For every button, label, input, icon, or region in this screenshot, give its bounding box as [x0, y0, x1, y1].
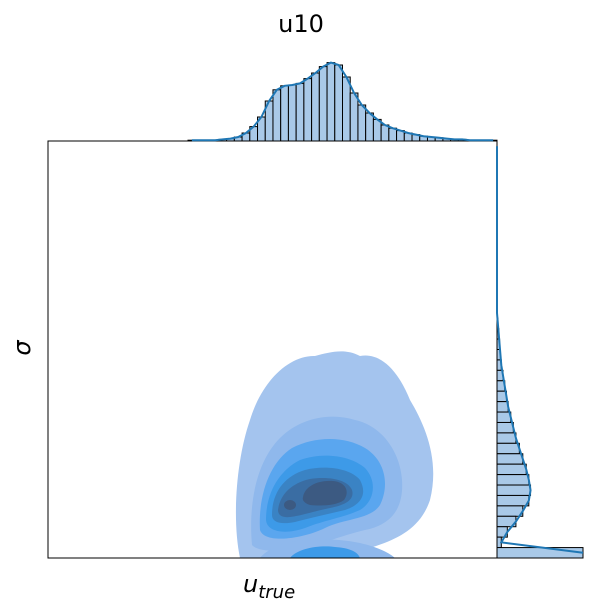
histogram-bar: [496, 463, 527, 476]
x-label-base: u: [243, 570, 258, 598]
histogram-bar: [303, 78, 313, 142]
histogram-bar: [496, 401, 509, 413]
chart-title: u10: [278, 10, 324, 38]
histogram-bar: [496, 547, 584, 559]
histogram-bar: [496, 432, 517, 444]
histogram-bar: [496, 411, 512, 423]
histogram-bar: [280, 85, 289, 142]
histogram-bar: [334, 64, 343, 142]
histogram-bar: [496, 505, 524, 517]
x-label-subscript: true: [258, 582, 295, 603]
histogram-bar: [380, 124, 390, 142]
contour: [302, 480, 347, 506]
histogram-bar: [318, 66, 328, 142]
contour: [284, 500, 296, 510]
histogram-bar: [349, 92, 359, 142]
histogram-bar: [287, 84, 297, 142]
histogram-bar: [496, 484, 532, 496]
kde-line: [191, 61, 494, 142]
kde-contours: [235, 351, 434, 558]
histogram-bar: [372, 118, 382, 142]
histogram-bar: [326, 62, 336, 142]
histogram-bar: [496, 442, 520, 455]
histogram-bar: [496, 453, 524, 465]
contour: [290, 546, 360, 558]
histogram-bar: [496, 421, 514, 434]
kde-line: [496, 146, 584, 554]
histogram-bar: [295, 82, 305, 142]
histogram-bar: [365, 112, 374, 142]
x-axis-label: utrue: [243, 570, 295, 603]
histogram-bar: [342, 76, 351, 142]
histogram-bar: [496, 494, 530, 507]
y-axis-label: σ: [8, 340, 36, 356]
histogram-bar: [388, 127, 398, 142]
histogram-bar: [357, 104, 367, 142]
histogram-bar: [272, 89, 282, 142]
histogram-bar: [496, 474, 530, 486]
histogram-bar: [311, 72, 320, 142]
